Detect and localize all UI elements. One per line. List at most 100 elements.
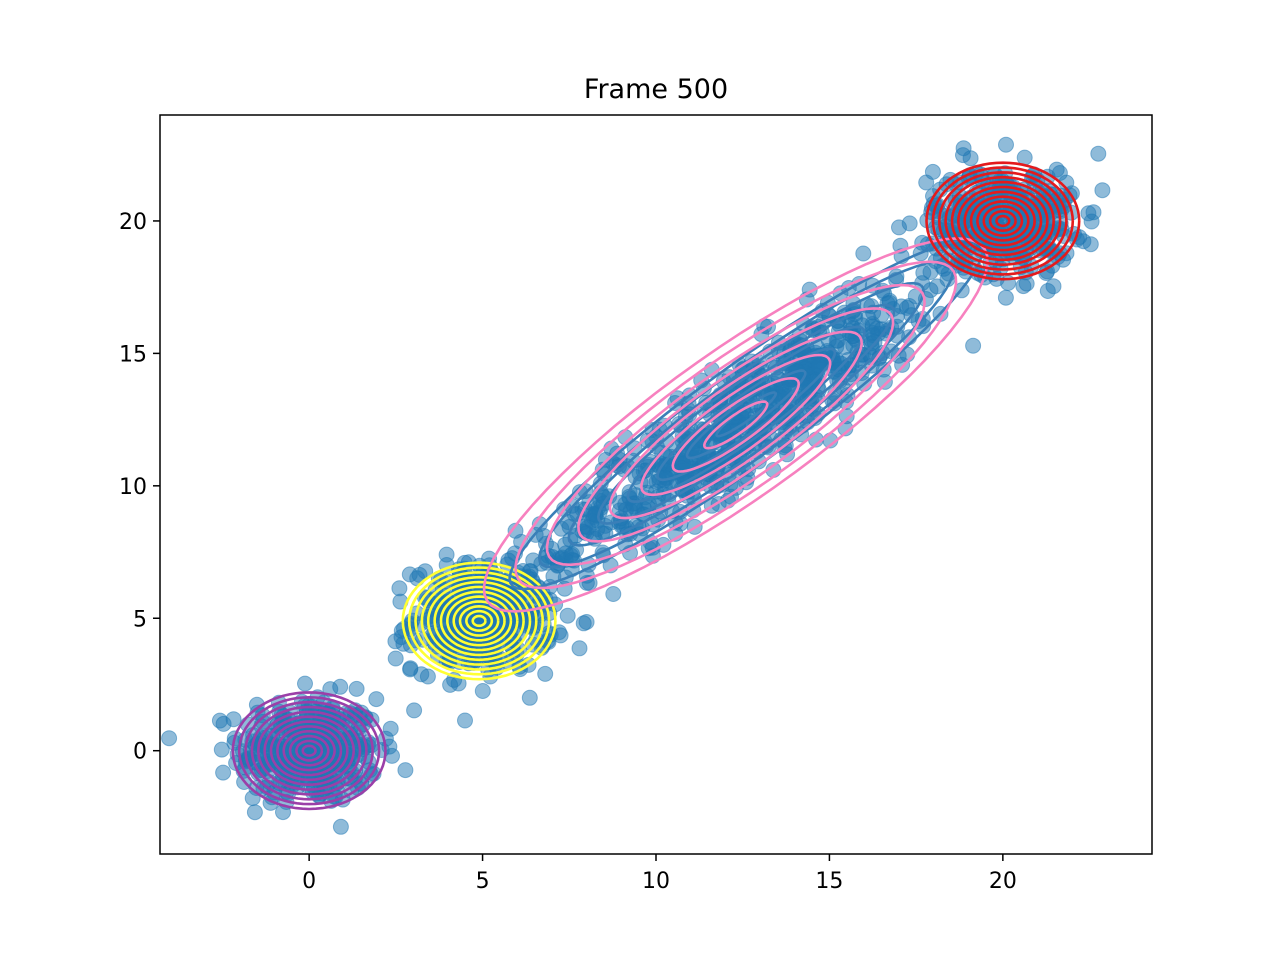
contour-line bbox=[439, 590, 519, 652]
contour-line bbox=[931, 166, 1075, 276]
contour-line bbox=[596, 303, 896, 525]
contour-line bbox=[656, 347, 837, 482]
contour-line bbox=[944, 175, 1062, 267]
y-tick-label: 15 bbox=[119, 342, 147, 367]
contour-line bbox=[407, 566, 551, 676]
contour-line bbox=[426, 580, 532, 662]
contour-line bbox=[715, 391, 778, 438]
contour-line bbox=[445, 595, 513, 647]
contour-line bbox=[458, 604, 500, 637]
data-point bbox=[419, 668, 436, 685]
data-point bbox=[559, 607, 576, 624]
data-point bbox=[507, 522, 524, 539]
data-point bbox=[438, 546, 455, 563]
data-point bbox=[575, 615, 592, 632]
contour-line bbox=[288, 734, 330, 767]
contour-line bbox=[244, 700, 374, 801]
data-point bbox=[1039, 283, 1056, 299]
contour-line bbox=[969, 195, 1036, 247]
contour-line bbox=[514, 260, 958, 590]
data-point bbox=[997, 289, 1014, 306]
data-point bbox=[406, 702, 423, 719]
data-point bbox=[564, 546, 581, 563]
data-point bbox=[332, 818, 349, 835]
contour-line bbox=[420, 575, 538, 666]
contour-line bbox=[465, 609, 494, 632]
contour-line bbox=[702, 400, 769, 450]
data-point bbox=[1094, 182, 1111, 199]
contour-line bbox=[537, 259, 955, 569]
data-point bbox=[1075, 233, 1092, 250]
chart-title: Frame 500 bbox=[584, 74, 728, 105]
component-contours-0 bbox=[231, 691, 387, 811]
contour-line bbox=[925, 161, 1081, 281]
contour-line bbox=[237, 695, 381, 806]
contour-line bbox=[263, 715, 355, 787]
contour-line bbox=[250, 705, 368, 796]
data-point bbox=[300, 769, 317, 786]
data-point bbox=[855, 245, 872, 262]
contour-line bbox=[956, 185, 1049, 257]
data-point bbox=[215, 764, 232, 781]
contour-line bbox=[995, 214, 1011, 228]
component-contours-4 bbox=[925, 161, 1081, 281]
contour-line bbox=[937, 171, 1068, 271]
data-point bbox=[225, 711, 242, 728]
data-point bbox=[387, 650, 404, 667]
data-point bbox=[955, 140, 972, 157]
x-tick-label: 20 bbox=[989, 869, 1017, 894]
y-tick-label: 20 bbox=[119, 210, 147, 235]
x-tick-label: 15 bbox=[815, 869, 843, 894]
data-point bbox=[213, 741, 230, 758]
contour-line bbox=[577, 307, 895, 543]
data-point bbox=[965, 337, 982, 354]
data-point bbox=[838, 408, 855, 425]
contour-line bbox=[976, 200, 1030, 242]
data-point bbox=[589, 521, 606, 537]
contour-line bbox=[433, 585, 525, 657]
data-point bbox=[605, 586, 622, 602]
data-point bbox=[924, 163, 941, 180]
contour-line bbox=[276, 725, 343, 777]
data-point bbox=[391, 580, 408, 597]
x-axis: 0 5 10 15 20 bbox=[302, 854, 1017, 894]
y-tick-label: 5 bbox=[133, 607, 147, 632]
x-tick-label: 10 bbox=[642, 869, 670, 894]
data-point bbox=[998, 136, 1014, 153]
data-point bbox=[585, 506, 602, 523]
contour-line bbox=[282, 729, 336, 772]
data-point bbox=[368, 691, 385, 708]
data-point bbox=[348, 680, 365, 697]
contour-layer bbox=[231, 161, 1081, 811]
component-contours-1 bbox=[401, 561, 557, 681]
x-tick-label: 0 bbox=[302, 869, 316, 894]
contour-line bbox=[982, 205, 1024, 237]
contour-line bbox=[950, 180, 1055, 262]
y-tick-label: 10 bbox=[119, 475, 147, 500]
data-point bbox=[161, 730, 178, 747]
contour-line bbox=[482, 237, 989, 613]
plot-area bbox=[161, 136, 1111, 854]
data-point bbox=[1085, 204, 1102, 221]
data-point bbox=[297, 675, 313, 692]
data-point bbox=[474, 683, 491, 699]
data-point bbox=[571, 640, 588, 657]
data-point bbox=[891, 219, 907, 236]
contour-line bbox=[452, 600, 506, 642]
y-tick-label: 0 bbox=[133, 740, 147, 765]
data-point bbox=[876, 373, 893, 390]
contour-line bbox=[401, 561, 557, 681]
data-point bbox=[899, 299, 915, 316]
data-point bbox=[537, 665, 554, 682]
contour-line bbox=[640, 353, 832, 497]
data-point bbox=[402, 661, 419, 678]
contour-line bbox=[671, 376, 801, 473]
contour-line bbox=[269, 720, 349, 782]
contour-line bbox=[231, 691, 387, 811]
data-point bbox=[521, 689, 538, 706]
contour-line bbox=[471, 614, 487, 628]
contour-line bbox=[545, 283, 926, 567]
data-point bbox=[1048, 161, 1065, 178]
contour-line bbox=[301, 744, 317, 757]
